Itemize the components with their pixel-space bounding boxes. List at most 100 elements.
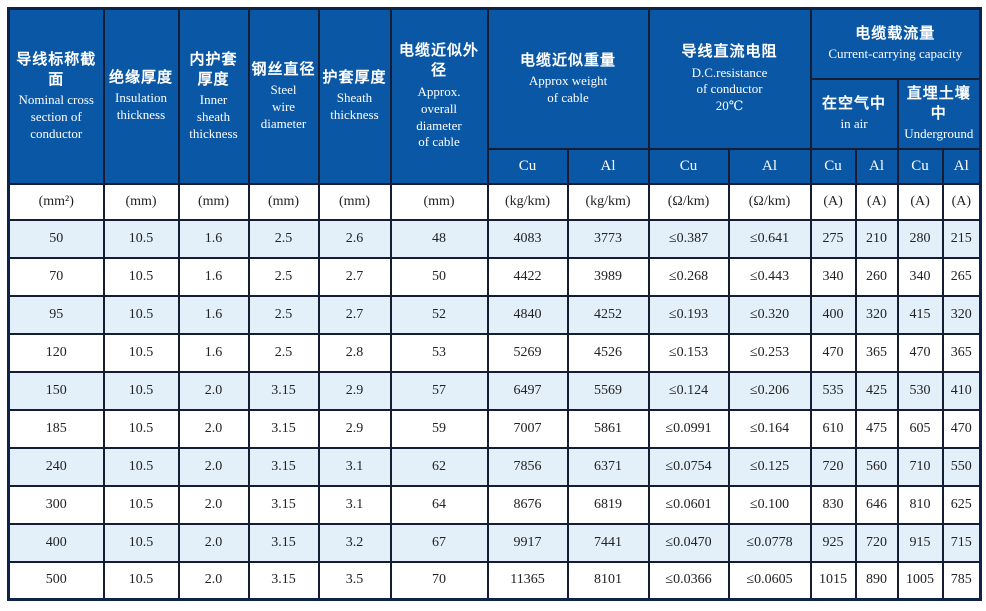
col-header-sheath-thickness: 护套厚度 Sheath thickness xyxy=(317,7,392,185)
col-header-insulation-zh: 绝缘厚度 xyxy=(108,70,173,87)
col-header-inner-sheath-thickness: 内护套 厚度 Inner sheath thickness xyxy=(177,7,250,185)
cell-r7-c8: ≤0.0601 xyxy=(647,484,730,525)
cell-r9-c8: ≤0.0366 xyxy=(647,560,730,601)
cell-r0-c0: 50 xyxy=(7,218,105,259)
cell-r8-c1: 10.5 xyxy=(102,522,180,563)
cell-r4-c12: 530 xyxy=(896,370,944,411)
col-header-diameter-zh: 电缆近似外径 xyxy=(398,43,479,80)
cell-r8-c12: 915 xyxy=(896,522,944,563)
cell-r5-c1: 10.5 xyxy=(102,408,180,449)
cell-r0-c11: 210 xyxy=(854,218,899,259)
cell-r6-c12: 710 xyxy=(896,446,944,487)
cell-r1-c4: 2.7 xyxy=(317,256,392,297)
col-header-nominal-en: Nominal cross section of conductor xyxy=(18,92,94,141)
cell-r3-c8: ≤0.153 xyxy=(647,332,730,373)
cell-r2-c10: 400 xyxy=(809,294,857,335)
cell-r3-c5: 53 xyxy=(389,332,489,373)
subgroup-header-in-air: 在空气中 in air xyxy=(809,77,899,150)
cell-r0-c7: 3773 xyxy=(566,218,650,259)
cell-r9-c13: 785 xyxy=(941,560,982,601)
cell-r4-c2: 2.0 xyxy=(177,370,250,411)
material-header-underground-cu: Cu xyxy=(896,147,944,185)
subgroup-underground-zh: 直埋土壤中 xyxy=(906,85,971,123)
cell-r1-c0: 70 xyxy=(7,256,105,297)
cell-r8-c10: 925 xyxy=(809,522,857,563)
cell-r3-c10: 470 xyxy=(809,332,857,373)
cell-r6-c8: ≤0.0754 xyxy=(647,446,730,487)
group-header-weight-en: Approx weight of cable xyxy=(528,72,608,105)
cell-r0-c2: 1.6 xyxy=(177,218,250,259)
cell-r6-c11: 560 xyxy=(854,446,899,487)
group-header-resistance-zh: 导线直流电阻 xyxy=(681,44,778,61)
col-header-sheath-zh: 护套厚度 xyxy=(322,70,387,87)
cell-r8-c8: ≤0.0470 xyxy=(647,522,730,563)
cell-r6-c9: ≤0.125 xyxy=(727,446,812,487)
cell-r2-c11: 320 xyxy=(854,294,899,335)
table-body: (mm²) (mm) (mm) (mm) (mm) (mm) (kg/km) (… xyxy=(7,182,982,601)
cell-r5-c2: 2.0 xyxy=(177,408,250,449)
group-header-dc-resistance: 导线直流电阻 D.C.resistance of conductor 20℃ xyxy=(647,7,812,150)
cell-r3-c11: 365 xyxy=(854,332,899,373)
cell-r4-c0: 150 xyxy=(7,370,105,411)
material-header-resistance-al: Al xyxy=(727,147,812,185)
cell-r9-c12: 1005 xyxy=(896,560,944,601)
subgroup-in-air-en: in air xyxy=(840,116,868,132)
cell-r9-c2: 2.0 xyxy=(177,560,250,601)
cell-r9-c5: 70 xyxy=(389,560,489,601)
cell-r7-c1: 10.5 xyxy=(102,484,180,525)
cell-r3-c3: 2.5 xyxy=(247,332,320,373)
cell-r7-c11: 646 xyxy=(854,484,899,525)
cell-r5-c7: 5861 xyxy=(566,408,650,449)
cell-r3-c13: 365 xyxy=(941,332,982,373)
group-header-capacity-zh: 电缆载流量 xyxy=(855,26,936,43)
cell-r2-c0: 95 xyxy=(7,294,105,335)
cell-r4-c6: 6497 xyxy=(486,370,569,411)
cell-r9-c9: ≤0.0605 xyxy=(727,560,812,601)
units-row: (mm²) (mm) (mm) (mm) (mm) (mm) (kg/km) (… xyxy=(7,182,982,221)
material-header-underground-al: Al xyxy=(941,147,982,185)
cell-r4-c13: 410 xyxy=(941,370,982,411)
cell-r1-c1: 10.5 xyxy=(102,256,180,297)
cell-r8-c4: 3.2 xyxy=(317,522,392,563)
cell-r6-c5: 62 xyxy=(389,446,489,487)
cell-r9-c0: 500 xyxy=(7,560,105,601)
cell-r7-c2: 2.0 xyxy=(177,484,250,525)
cell-r2-c4: 2.7 xyxy=(317,294,392,335)
cell-r7-c0: 300 xyxy=(7,484,105,525)
cell-r0-c1: 10.5 xyxy=(102,218,180,259)
group-header-current-carrying-capacity: 电缆载流量 Current-carrying capacity xyxy=(809,7,982,80)
cell-r8-c0: 400 xyxy=(7,522,105,563)
cell-r4-c10: 535 xyxy=(809,370,857,411)
unit-cell-weight-al: (kg/km) xyxy=(566,182,650,221)
cell-r3-c12: 470 xyxy=(896,332,944,373)
unit-cell-weight-cu: (kg/km) xyxy=(486,182,569,221)
cell-r6-c2: 2.0 xyxy=(177,446,250,487)
cell-r2-c5: 52 xyxy=(389,294,489,335)
table-row-400: 400 10.5 2.0 3.15 3.2 67 9917 7441 ≤0.0470 ≤0.077… xyxy=(7,522,982,563)
cell-r7-c3: 3.15 xyxy=(247,484,320,525)
cell-r7-c13: 625 xyxy=(941,484,982,525)
cell-r4-c8: ≤0.124 xyxy=(647,370,730,411)
cell-r3-c7: 4526 xyxy=(566,332,650,373)
cell-r0-c4: 2.6 xyxy=(317,218,392,259)
cell-r2-c12: 415 xyxy=(896,294,944,335)
cell-r7-c4: 3.1 xyxy=(317,484,392,525)
cell-r3-c2: 1.6 xyxy=(177,332,250,373)
cell-r5-c4: 2.9 xyxy=(317,408,392,449)
cell-r8-c5: 67 xyxy=(389,522,489,563)
cell-r1-c13: 265 xyxy=(941,256,982,297)
col-header-insulation-en: Insulation thickness xyxy=(115,90,167,123)
material-header-air-cu: Cu xyxy=(809,147,857,185)
unit-cell-air-al: (A) xyxy=(854,182,899,221)
table-row-300: 300 10.5 2.0 3.15 3.1 64 8676 6819 ≤0.0601 ≤0.100… xyxy=(7,484,982,525)
cell-r2-c8: ≤0.193 xyxy=(647,294,730,335)
cell-r5-c6: 7007 xyxy=(486,408,569,449)
cell-r5-c3: 3.15 xyxy=(247,408,320,449)
group-header-resistance-en: D.C.resistance of conductor 20℃ xyxy=(691,64,768,114)
cell-r0-c3: 2.5 xyxy=(247,218,320,259)
cell-r8-c13: 715 xyxy=(941,522,982,563)
cell-r5-c13: 470 xyxy=(941,408,982,449)
cell-r9-c6: 11365 xyxy=(486,560,569,601)
cell-r1-c12: 340 xyxy=(896,256,944,297)
cell-r3-c4: 2.8 xyxy=(317,332,392,373)
